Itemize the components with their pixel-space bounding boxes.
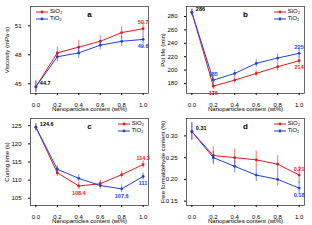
svg-text:280: 280 bbox=[167, 13, 178, 19]
html-text:TiO₂: TiO₂ bbox=[50, 15, 62, 21]
svg-text:b: b bbox=[243, 10, 248, 19]
svg-text:1.0: 1.0 bbox=[295, 214, 304, 220]
svg-text:0.31: 0.31 bbox=[196, 125, 207, 131]
svg-text:240: 240 bbox=[167, 40, 178, 46]
svg-text:0.0: 0.0 bbox=[188, 102, 197, 108]
svg-text:286: 286 bbox=[196, 6, 205, 12]
html-text:SiO₂: SiO₂ bbox=[287, 8, 300, 14]
svg-text:220: 220 bbox=[167, 54, 178, 60]
svg-text:0.0: 0.0 bbox=[32, 102, 41, 108]
svg-text:125: 125 bbox=[11, 123, 22, 129]
svg-text:Viscosity (mPa·s): Viscosity (mPa·s) bbox=[4, 27, 10, 74]
svg-text:Free formaldehyde content (%): Free formaldehyde content (%) bbox=[160, 121, 166, 204]
svg-text:214: 214 bbox=[295, 64, 305, 70]
svg-text:0.20: 0.20 bbox=[166, 176, 178, 182]
svg-text:124.6: 124.6 bbox=[40, 121, 54, 127]
svg-text:185: 185 bbox=[209, 71, 218, 77]
html-text:SiO₂: SiO₂ bbox=[50, 8, 63, 14]
svg-text:120: 120 bbox=[11, 141, 22, 147]
svg-text:105: 105 bbox=[11, 195, 22, 201]
svg-text:110: 110 bbox=[12, 177, 22, 183]
svg-text:114.3: 114.3 bbox=[136, 155, 149, 161]
svg-text:111: 111 bbox=[139, 180, 148, 186]
svg-text:Pot life (min): Pot life (min) bbox=[160, 33, 166, 67]
svg-text:1.0: 1.0 bbox=[139, 214, 148, 220]
svg-text:108.4: 108.4 bbox=[72, 190, 87, 196]
svg-text:225: 225 bbox=[295, 44, 304, 50]
svg-text:a: a bbox=[87, 10, 92, 19]
html-text:TiO₂: TiO₂ bbox=[287, 127, 300, 133]
svg-text:48: 48 bbox=[15, 52, 22, 58]
svg-text:0.30: 0.30 bbox=[166, 133, 178, 139]
svg-text:51: 51 bbox=[15, 23, 22, 29]
svg-text:176: 176 bbox=[209, 90, 218, 96]
svg-text:0.21: 0.21 bbox=[294, 166, 305, 172]
svg-text:107.6: 107.6 bbox=[115, 193, 129, 199]
svg-text:0.0: 0.0 bbox=[32, 214, 41, 220]
svg-text:1.0: 1.0 bbox=[295, 102, 304, 108]
svg-text:Nanoparticles content (wt%): Nanoparticles content (wt%) bbox=[52, 218, 127, 224]
svg-text:44.7: 44.7 bbox=[40, 80, 51, 86]
svg-text:c: c bbox=[87, 122, 92, 131]
svg-text:1.0: 1.0 bbox=[139, 102, 148, 108]
svg-text:Nanoparticles content (wt%): Nanoparticles content (wt%) bbox=[208, 106, 283, 112]
svg-text:180: 180 bbox=[167, 80, 178, 86]
svg-text:45: 45 bbox=[15, 81, 22, 87]
svg-text:Nanoparticles content (wt%): Nanoparticles content (wt%) bbox=[208, 218, 283, 224]
svg-text:0.15: 0.15 bbox=[166, 198, 178, 204]
svg-text:0.0: 0.0 bbox=[188, 214, 197, 220]
svg-text:0.18: 0.18 bbox=[294, 192, 305, 198]
svg-text:115: 115 bbox=[12, 159, 22, 165]
html-text:TiO₂: TiO₂ bbox=[287, 15, 300, 21]
svg-text:Nanoparticles content (wt%): Nanoparticles content (wt%) bbox=[52, 106, 127, 112]
svg-text:50.7: 50.7 bbox=[138, 19, 149, 25]
html-text:SiO₂: SiO₂ bbox=[131, 120, 144, 126]
svg-text:49.6: 49.6 bbox=[138, 43, 149, 49]
svg-text:0.25: 0.25 bbox=[166, 155, 178, 161]
svg-text:200: 200 bbox=[167, 67, 178, 73]
svg-text:260: 260 bbox=[167, 27, 178, 33]
html-text:TiO₂: TiO₂ bbox=[131, 127, 144, 133]
svg-text:Curing time (s): Curing time (s) bbox=[4, 142, 10, 181]
html-text:SiO₂: SiO₂ bbox=[287, 120, 300, 126]
svg-text:d: d bbox=[243, 122, 248, 131]
